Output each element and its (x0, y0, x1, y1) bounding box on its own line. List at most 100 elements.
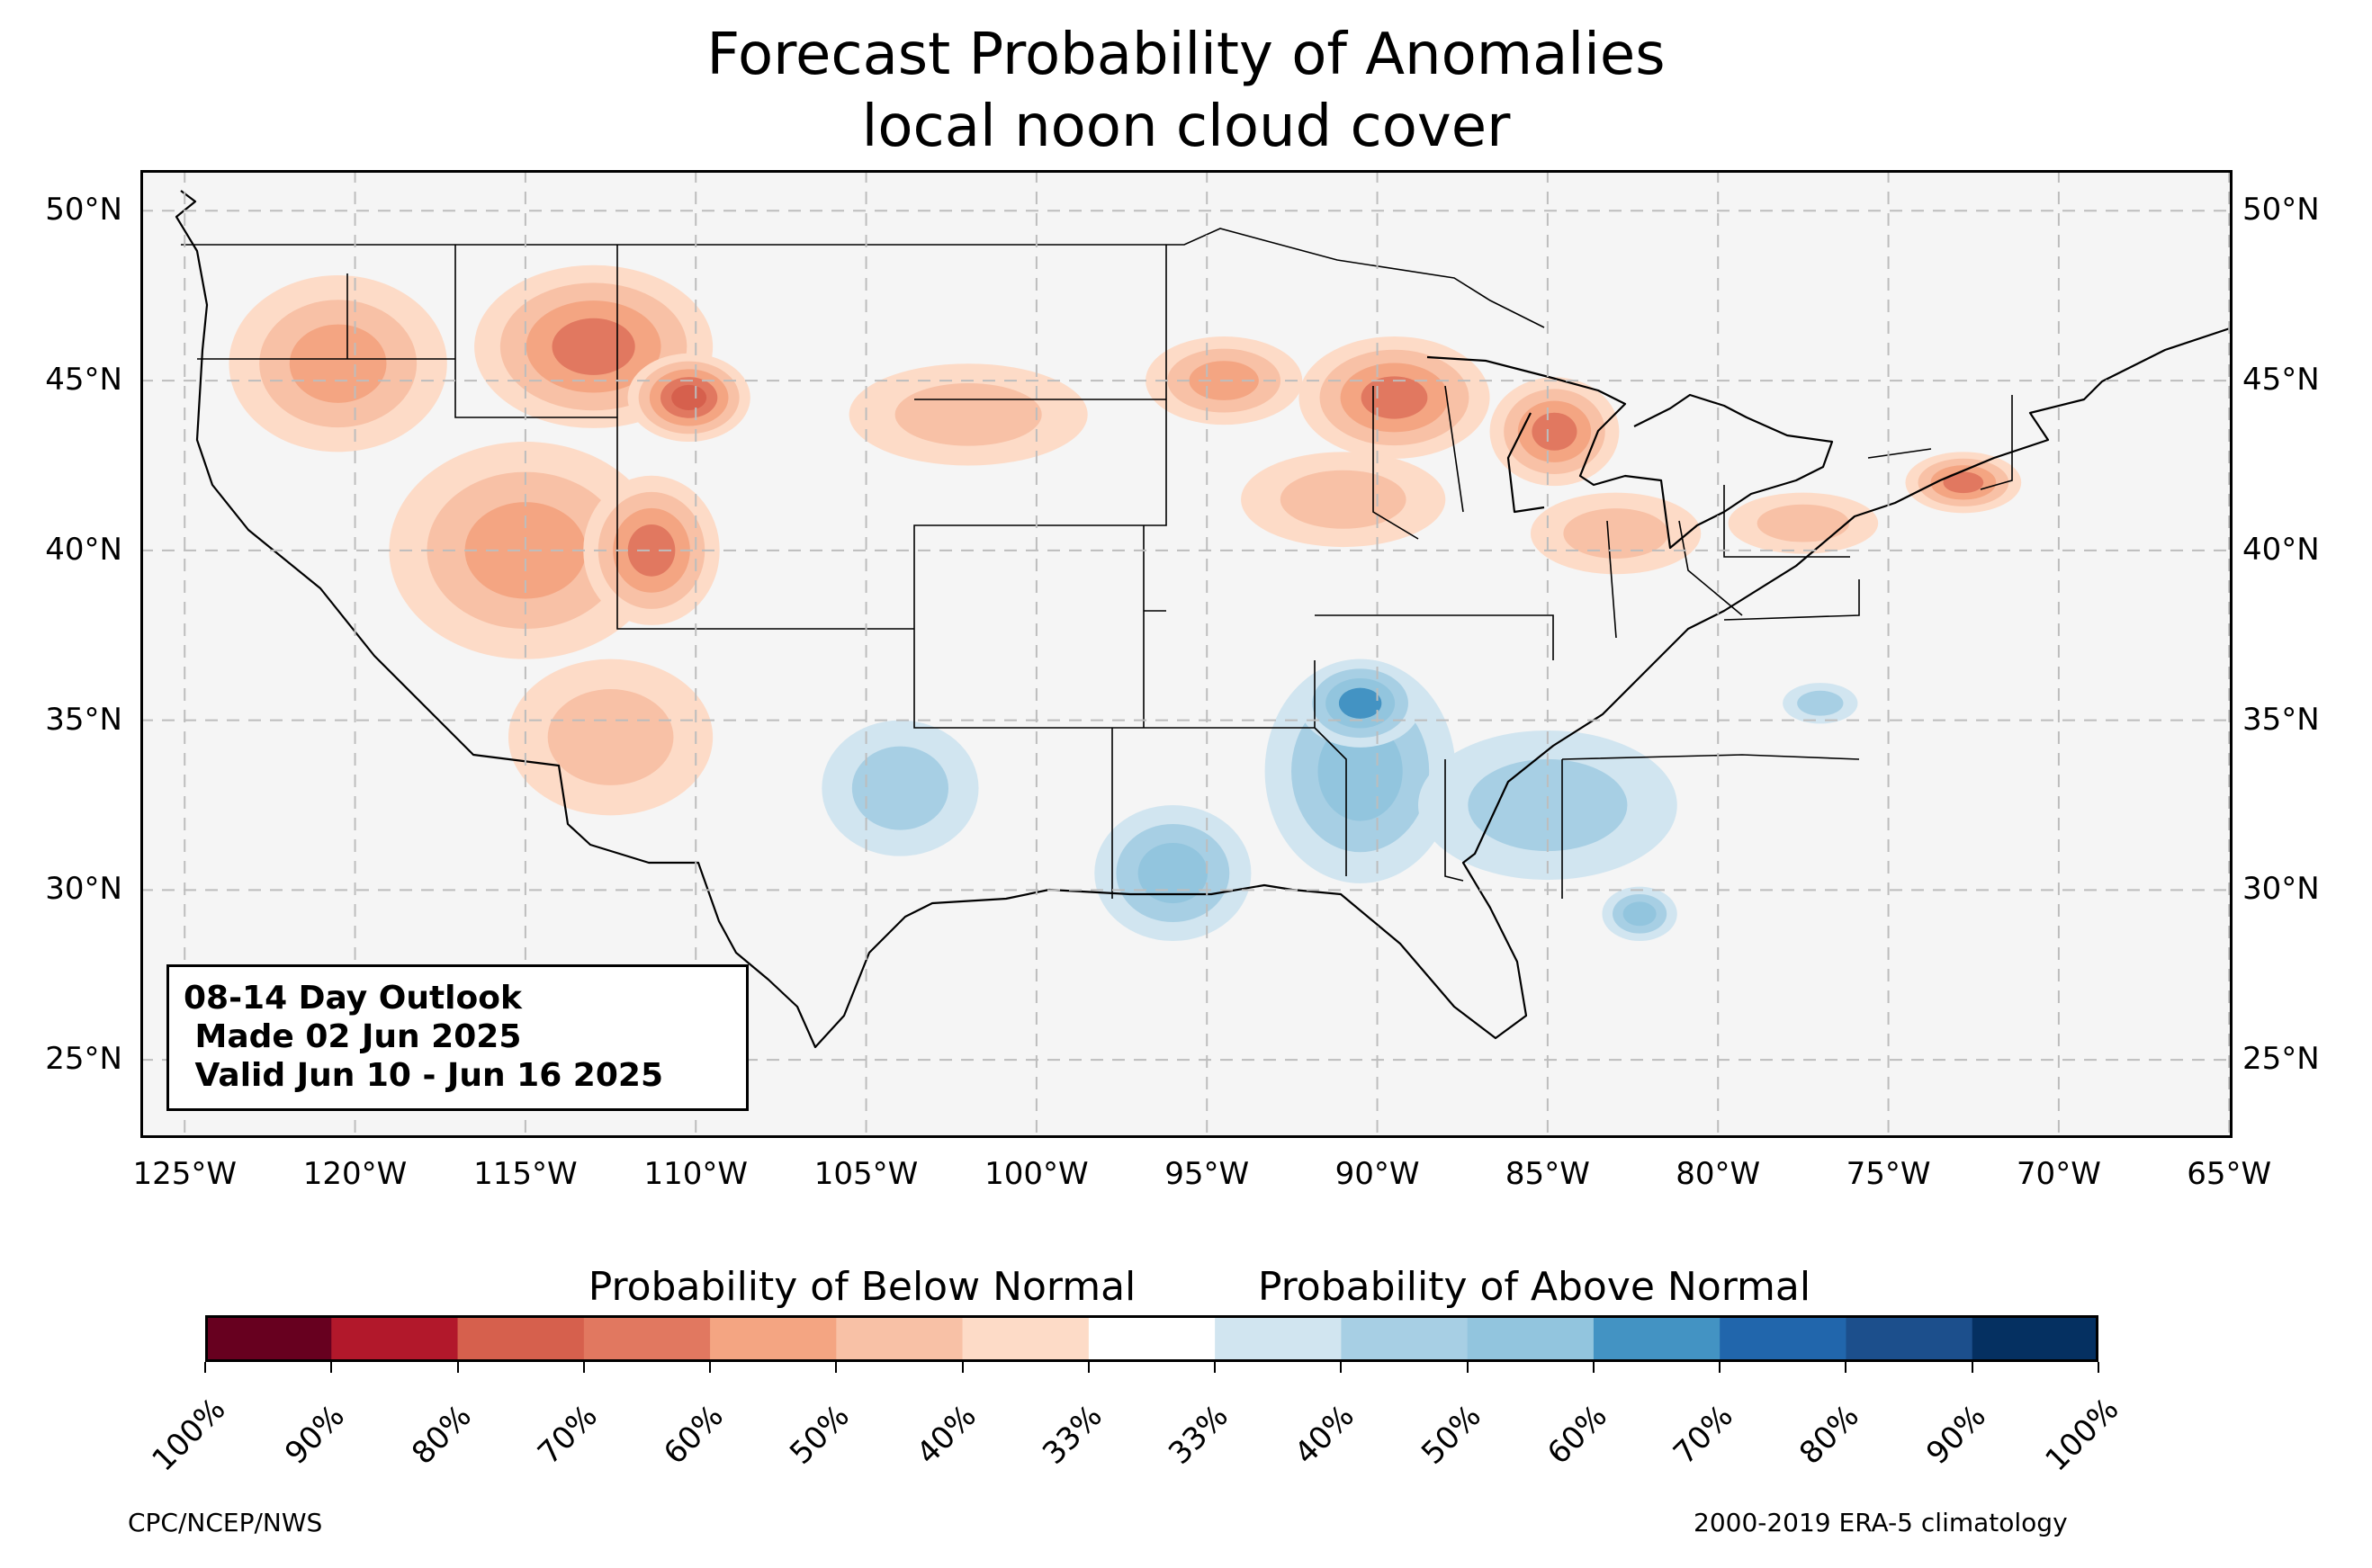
colorbar-tick-label: 80% (1792, 1398, 1867, 1472)
map-title: Forecast Probability of Anomalies (706, 22, 1666, 88)
probability-colorbar (205, 1315, 2098, 1362)
lon-tick-label: 90°W (1334, 1156, 1420, 1192)
above-normal-heading: Probability of Above Normal (1257, 1264, 1811, 1310)
region-southern-new-england-60 (1943, 471, 1984, 494)
lon-tick-label: 115°W (473, 1156, 578, 1192)
colorbar-tick (1971, 1362, 1973, 1373)
region-pacific-northwest-50 (289, 324, 387, 403)
region-northern-plains-40 (894, 382, 1042, 446)
region-north-florida-50 (1622, 901, 1657, 927)
region-mid-atlantic-40 (1757, 504, 1850, 542)
below-normal-heading: Probability of Below Normal (588, 1264, 1137, 1310)
lat-tick-label: 40°N (45, 531, 122, 568)
lon-tick-label: 70°W (2016, 1156, 2101, 1192)
colorbar-tick (1719, 1362, 1721, 1373)
colorbar-tick-label: 60% (1541, 1398, 1614, 1472)
lat-tick-label: 25°N (2242, 1041, 2320, 1078)
colorbar-tick-label: 40% (1288, 1398, 1362, 1472)
lon-tick-label: 125°W (132, 1156, 237, 1192)
colorbar-swatch (1215, 1315, 1342, 1362)
lat-tick-label: 30°N (2242, 871, 2320, 908)
great-lakes-outline (1426, 355, 1834, 550)
region-iowa-illinois-40 (1280, 470, 1406, 529)
region-ohio-valley-40 (1563, 508, 1668, 559)
lat-tick-label: 35°N (45, 701, 122, 738)
colorbar-tick (709, 1362, 712, 1373)
agency-credit: CPC/NCEP/NWS (128, 1508, 323, 1537)
colorbar-tick (330, 1362, 333, 1373)
colorbar-swatch (1341, 1315, 1469, 1362)
lat-tick-label: 35°N (2242, 701, 2320, 738)
lon-tick-label: 120°W (302, 1156, 408, 1192)
lon-tick-label: 80°W (1676, 1156, 1761, 1192)
colorbar-tick-label: 100% (2038, 1391, 2126, 1479)
region-carolina-coast-40 (1797, 690, 1844, 716)
lat-tick-label: 50°N (2242, 192, 2320, 228)
colorbar-swatch (1846, 1315, 1973, 1362)
colorbar-tick-label: 33% (1035, 1398, 1110, 1472)
colorbar-tick (1340, 1362, 1343, 1373)
colorbar-tick-label: 70% (1667, 1398, 1741, 1472)
made-date: Made 02 Jun 2025 (184, 1018, 522, 1055)
lat-tick-label: 40°N (2242, 531, 2320, 568)
lat-tick-label: 45°N (45, 362, 122, 399)
region-northern-rockies-60 (552, 318, 635, 375)
lon-tick-label: 85°W (1505, 1156, 1590, 1192)
lat-tick-label: 25°N (45, 1041, 122, 1078)
colorbar-tick-label: 100% (145, 1391, 233, 1479)
lon-tick-label: 75°W (1846, 1156, 1931, 1192)
colorbar-swatch (710, 1315, 837, 1362)
colorbar-tick (582, 1362, 585, 1373)
colorbar-tick (835, 1362, 838, 1373)
colorbar-tick (456, 1362, 459, 1373)
region-michigan-60 (1532, 412, 1577, 451)
region-arkansas-tennessee-60 (1338, 687, 1382, 719)
canada-border (181, 228, 1545, 328)
colorbar-tick (1087, 1362, 1090, 1373)
lon-tick-label: 100°W (984, 1156, 1089, 1192)
colorbar-tick-label: 33% (1162, 1398, 1235, 1472)
colorbar-swatch (1972, 1315, 2098, 1362)
lon-tick-label: 65°W (2187, 1156, 2272, 1192)
colorbar-tick (1466, 1362, 1469, 1373)
region-utah-60 (627, 524, 676, 577)
region-great-basin-50 (464, 502, 587, 599)
region-east-texas-50 (1137, 842, 1208, 904)
colorbar-tick (2098, 1362, 2099, 1373)
colorbar-frame (205, 1315, 2098, 1362)
colorbar-swatch (1467, 1315, 1595, 1362)
colorbar-tick-label: 70% (530, 1398, 605, 1472)
region-southern-plains-40 (851, 746, 949, 830)
region-yellowstone-70 (671, 384, 707, 410)
colorbar-swatch (1088, 1315, 1216, 1362)
colorbar-tick-label: 50% (783, 1398, 858, 1472)
lon-tick-label: 95°W (1164, 1156, 1250, 1192)
colorbar-tick-label: 90% (278, 1398, 353, 1472)
colorbar-tick-label: 40% (909, 1398, 984, 1472)
region-upper-midwest-60 (1361, 376, 1428, 419)
border-lines (181, 228, 2013, 899)
colorbar-swatch (962, 1315, 1090, 1362)
lat-tick-label: 30°N (45, 871, 122, 908)
colorbar-tick (204, 1362, 206, 1373)
region-southwest-40 (547, 689, 674, 785)
colorbar-swatch (1593, 1315, 1721, 1362)
colorbar-swatch (331, 1315, 459, 1362)
climatology-credit: 2000-2019 ERA-5 climatology (1694, 1508, 2068, 1537)
colorbar-tick-label: 90% (1918, 1398, 1993, 1472)
colorbar-swatch (836, 1315, 964, 1362)
colorbar-tick (1214, 1362, 1217, 1373)
colorbar-tick (961, 1362, 964, 1373)
coastline-outline (175, 190, 2233, 1049)
colorbar-tick-label: 60% (657, 1398, 731, 1472)
us-outline (175, 190, 2233, 1049)
lon-tick-label: 110°W (643, 1156, 748, 1192)
map-subtitle: local noon cloud cover (861, 94, 1511, 160)
colorbar-swatch (457, 1315, 585, 1362)
lat-tick-label: 45°N (2242, 362, 2320, 399)
lon-tick-label: 105°W (813, 1156, 919, 1192)
valid-range: Valid Jun 10 - Jun 16 2025 (184, 1057, 664, 1094)
region-lower-mississippi-valley-50 (1317, 721, 1403, 821)
colorbar-swatch (1720, 1315, 1846, 1362)
state-borders (197, 245, 2013, 899)
